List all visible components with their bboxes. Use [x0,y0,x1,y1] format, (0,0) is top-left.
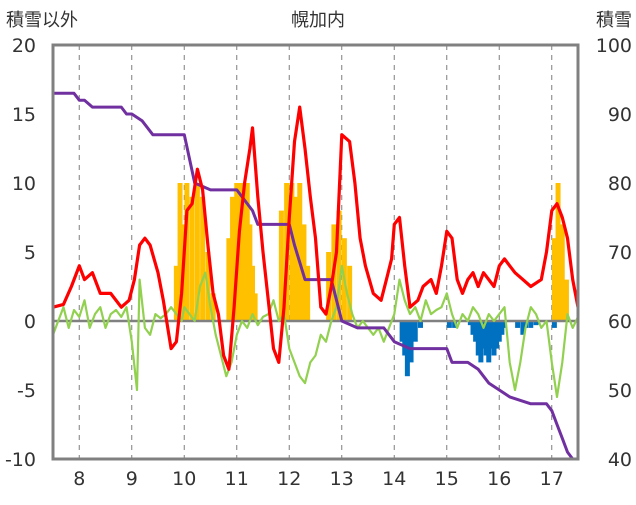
y-right-tick-label: 100 [596,35,632,57]
y-right-tick-label: 40 [608,449,632,471]
bar-yellow [551,238,557,321]
y-right-tick-label: 60 [608,311,632,333]
bar-blue [446,321,452,328]
bar-blue [402,321,408,356]
line-layer [51,91,580,461]
x-tick-label: 16 [487,468,511,490]
x-tick-label: 12 [277,468,301,490]
bar-yellow [238,183,244,321]
bar-blue [494,321,500,349]
bar-blue [502,321,507,328]
series-green-line [51,264,579,398]
bar-yellow [297,183,303,321]
bar-blue [528,321,534,328]
bar-blue [483,321,489,356]
chart-title: 幌加内 [291,10,345,31]
bar-blue [515,321,521,328]
bar-yellow [226,238,232,321]
x-tick-label: 15 [435,468,459,490]
bar-yellow [305,265,311,321]
bar-blue [452,321,458,328]
bar-yellow [244,183,250,321]
y-axis-right-label: 積雪 [596,10,632,31]
plot-frame [51,43,580,461]
bar-yellow [278,210,284,321]
bar-blue [486,321,492,363]
bar-yellow [184,183,190,321]
x-tick-label: 17 [540,468,564,490]
bar-yellow [230,196,236,321]
bar-blue [470,321,476,335]
x-tick-label: 13 [330,468,354,490]
bar-yellow [555,183,561,321]
x-tick-label: 10 [172,468,196,490]
bar-yellow [289,183,295,321]
bar-blue [533,321,539,326]
series-red-line [52,105,580,371]
bar-blue [399,321,405,342]
y-left-tick-label: -5 [17,380,36,402]
bar-blue [475,321,481,356]
bar-yellow [252,293,258,321]
bar-blue [499,321,505,335]
bar-yellow [250,265,255,321]
bar-blue [491,321,497,356]
y-right-tick-label: 90 [608,104,632,126]
bar-yellow [336,210,342,321]
bar-blue [496,321,502,342]
bar-yellow [347,265,353,321]
bar-yellow [194,183,200,321]
bar-yellow [563,279,569,321]
bar-blue [467,321,473,326]
bar-yellow [210,293,216,321]
bar-blue [551,321,557,328]
y-left-tick-label: 20 [12,35,36,57]
x-tick-label: 14 [382,468,406,490]
y-right-tick-label: 70 [608,242,632,264]
y-left-tick-label: 0 [24,311,36,333]
y-left-tick-label: 10 [12,173,36,195]
bar-blue [408,321,414,363]
y-left-tick-label: 15 [12,104,36,126]
bar-blue [412,321,418,342]
bar-blue [478,321,484,363]
bar-blue [418,321,423,328]
bar-yellow [247,224,253,321]
y-right-tick-label: 50 [608,380,632,402]
bar-blue [488,321,494,349]
x-tick-label: 9 [126,468,138,490]
bar-blue [481,321,486,349]
y-left-tick-label: 5 [24,242,36,264]
bar-yellow [326,252,332,321]
bar-yellow [189,196,195,321]
bar-blue [520,321,526,335]
x-tick-label: 11 [225,468,249,490]
bar-yellow [293,196,299,321]
bar-yellow [559,224,565,321]
bar-yellow [173,265,179,321]
y-axis-left-label: 積雪以外 [6,10,78,31]
x-tick-label: 8 [73,468,85,490]
bar-yellow [242,196,248,321]
bar-yellow [177,183,183,321]
y-left-tick-label: -10 [5,449,36,471]
bar-yellow [200,196,206,321]
bar-blue [473,321,479,342]
y-right-tick-label: 80 [608,173,632,195]
series-purple-line [53,91,578,461]
